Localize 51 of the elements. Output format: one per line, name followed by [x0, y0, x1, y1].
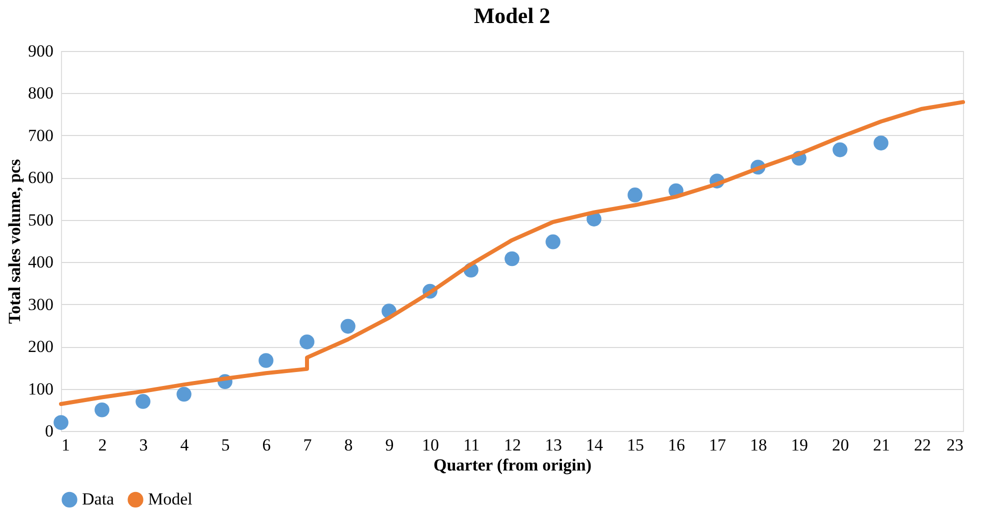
x-tick-label: 9	[385, 436, 394, 454]
x-tick-label: 18	[750, 436, 767, 454]
x-tick-label: 4	[180, 436, 190, 454]
point	[832, 142, 848, 158]
x-tick-label: 23	[946, 436, 964, 454]
x-tick-label: 14	[586, 436, 604, 454]
x-axis-title: Quarter (from origin)	[434, 456, 592, 474]
x-tick-label: 2	[98, 436, 107, 454]
point	[136, 394, 150, 409]
y-tick-label: 300	[28, 294, 54, 314]
y-tick-label: 700	[28, 126, 54, 145]
x-tick-label: 6	[262, 436, 271, 454]
x-tick-label: 20	[832, 436, 849, 454]
legend-label: Data	[82, 490, 115, 509]
y-tick-label: 400	[28, 252, 54, 272]
y-tick-label: 600	[28, 168, 54, 188]
x-tick-label: 17	[709, 436, 726, 454]
x-tick-label: 12	[504, 436, 521, 454]
x-tick-label: 19	[791, 436, 808, 454]
legend-label: Model	[148, 490, 193, 509]
point	[546, 234, 560, 250]
x-tick-label: 21	[873, 436, 890, 454]
x-tick-label: 8	[344, 436, 353, 454]
point	[94, 402, 110, 418]
line-series	[59, 100, 965, 406]
x-tick-label: 15	[627, 436, 644, 454]
x-tick-label: 16	[668, 436, 685, 454]
point	[54, 415, 68, 430]
x-tick-label: 22	[914, 436, 931, 454]
x-tick-label: 3	[139, 436, 148, 454]
point	[340, 318, 356, 334]
point	[258, 353, 274, 368]
point	[176, 386, 192, 402]
point	[628, 188, 642, 202]
x-tick-label: 11	[463, 436, 480, 454]
chart-title: Model 2	[474, 3, 550, 28]
y-tick-label: 900	[28, 42, 54, 60]
x-tick-label: 5	[221, 436, 230, 454]
y-tick-label: 500	[28, 210, 54, 230]
y-tick-label: 0	[45, 422, 54, 440]
x-tick-label: 7	[303, 436, 312, 454]
point	[504, 251, 520, 266]
point	[300, 334, 314, 350]
x-tick-label: 1	[62, 436, 70, 454]
y-tick-label: 200	[28, 337, 54, 356]
x-tick-label: 13	[545, 436, 562, 454]
x-tick-label: 10	[422, 436, 439, 454]
point	[874, 136, 888, 150]
y-axis-title: Total sales volume, pcs	[5, 158, 24, 324]
y-tick-label: 800	[28, 84, 54, 103]
y-tick-label: 100	[28, 379, 54, 398]
